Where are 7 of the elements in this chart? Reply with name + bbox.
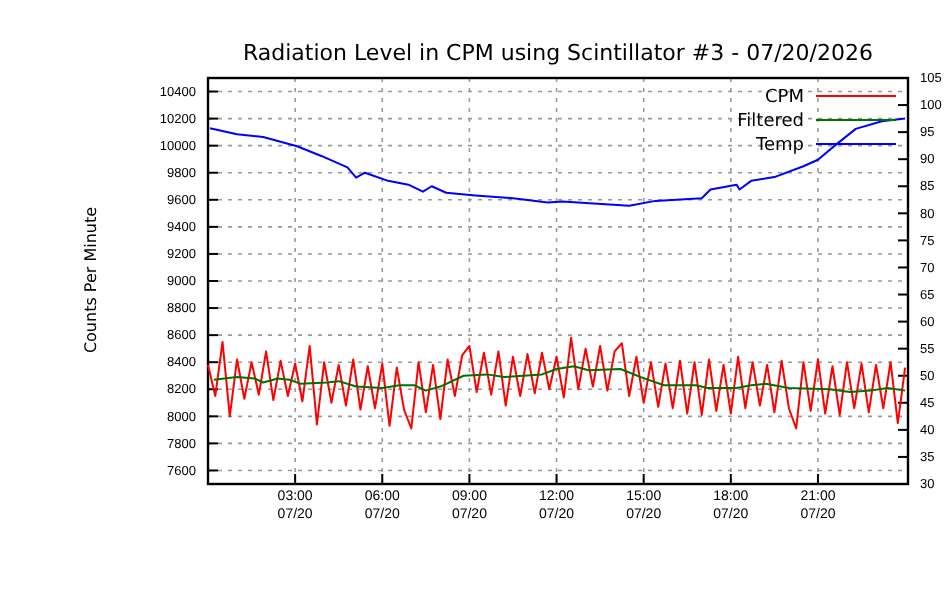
chart-title: Radiation Level in CPM using Scintillator #3 - 07/20/2026 bbox=[243, 40, 873, 66]
legend-label: CPM bbox=[765, 88, 804, 108]
line-series bbox=[212, 365, 907, 393]
legend-label: Temp bbox=[754, 136, 805, 156]
line-series bbox=[207, 336, 907, 430]
y-axis-title: Counts Per Minute bbox=[82, 206, 100, 354]
legend-label: Filtered bbox=[737, 112, 804, 132]
